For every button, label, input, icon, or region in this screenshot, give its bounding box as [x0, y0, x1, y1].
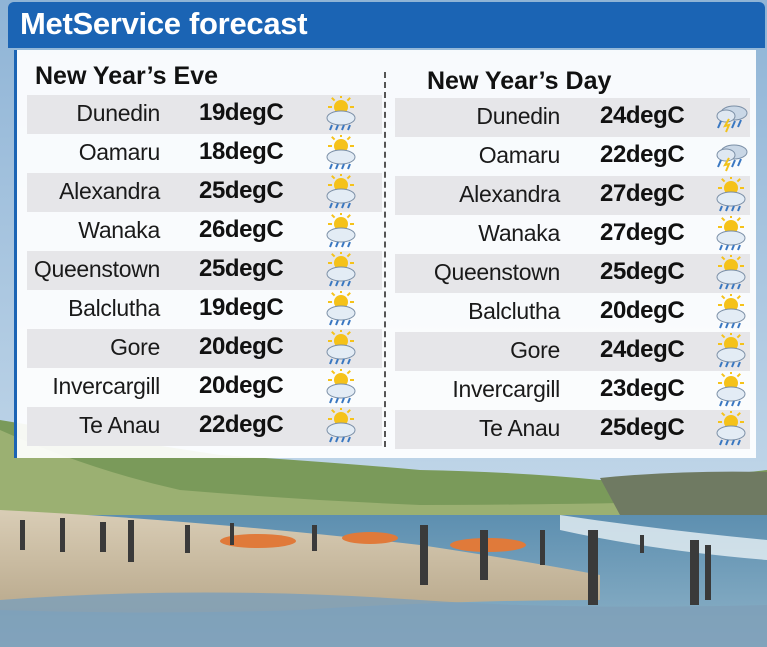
temperature: 19degC — [199, 99, 284, 126]
forecast-row: Alexandra 27degC — [395, 176, 750, 215]
forecast-row: Queenstown 25degC — [27, 251, 382, 290]
town-name: Gore — [510, 337, 560, 363]
forecast-row: Balclutha 20degC — [395, 293, 750, 332]
partly-cloudy-icon — [716, 216, 746, 251]
header-bar: MetService forecast — [8, 2, 765, 48]
partly-cloudy-icon — [326, 135, 356, 170]
temperature: 20degC — [199, 333, 284, 360]
forecast-row: Invercargill 23degC — [395, 371, 750, 410]
town-name: Wanaka — [78, 217, 160, 243]
forecast-list: Dunedin 19degC Oamaru 18degC Alexandra 25degC… — [27, 95, 382, 446]
forecast-row: Gore 20degC — [27, 329, 382, 368]
partly-cloudy-icon — [326, 408, 356, 443]
partly-cloudy-icon — [326, 369, 356, 404]
town-name: Dunedin — [476, 103, 560, 129]
town-name: Dunedin — [76, 100, 160, 126]
forecast-row: Te Anau 25degC — [395, 410, 750, 449]
column-divider — [384, 72, 386, 447]
partly-cloudy-icon — [716, 411, 746, 446]
town-name: Queenstown — [33, 256, 160, 282]
forecast-panel: New Year’s Eve Dunedin 19degC Oamaru 18degC… — [14, 50, 756, 458]
forecast-row: Te Anau 22degC — [27, 407, 382, 446]
town-name: Alexandra — [59, 178, 160, 204]
partly-cloudy-icon — [326, 213, 356, 248]
temperature: 25degC — [199, 255, 284, 282]
partly-cloudy-icon — [326, 174, 356, 209]
temperature: 24degC — [600, 336, 685, 363]
temperature: 20degC — [199, 372, 284, 399]
town-name: Wanaka — [478, 220, 560, 246]
partly-cloudy-icon — [716, 294, 746, 329]
temperature: 22degC — [199, 411, 284, 438]
column-title: New Year’s Day — [427, 67, 612, 95]
thunderstorm-icon — [716, 144, 748, 172]
town-name: Invercargill — [452, 376, 560, 402]
forecast-row: Dunedin 24degC — [395, 98, 750, 137]
town-name: Oamaru — [78, 139, 161, 165]
temperature: 25degC — [600, 414, 685, 441]
temperature: 26degC — [199, 216, 284, 243]
partly-cloudy-icon — [716, 177, 746, 212]
partly-cloudy-icon — [326, 96, 356, 131]
temperature: 19degC — [199, 294, 284, 321]
forecast-row: Wanaka 26degC — [27, 212, 382, 251]
forecast-row: Queenstown 25degC — [395, 254, 750, 293]
forecast-row: Wanaka 27degC — [395, 215, 750, 254]
town-name: Alexandra — [459, 181, 560, 207]
forecast-row: Invercargill 20degC — [27, 368, 382, 407]
temperature: 27degC — [600, 180, 685, 207]
town-name: Gore — [110, 334, 160, 360]
forecast-row: Oamaru 22degC — [395, 137, 750, 176]
partly-cloudy-icon — [326, 252, 356, 287]
town-name: Oamaru — [478, 142, 561, 168]
town-name: Te Anau — [78, 412, 160, 438]
temperature: 25degC — [199, 177, 284, 204]
town-name: Invercargill — [52, 373, 160, 399]
forecast-row: Alexandra 25degC — [27, 173, 382, 212]
temperature: 27degC — [600, 219, 685, 246]
partly-cloudy-icon — [326, 330, 356, 365]
forecast-row: Balclutha 19degC — [27, 290, 382, 329]
forecast-row: Dunedin 19degC — [27, 95, 382, 134]
town-name: Balclutha — [68, 295, 160, 321]
partly-cloudy-icon — [716, 372, 746, 407]
forecast-list: Dunedin 24degC Oamaru 22degC Alexandra 27degC… — [395, 98, 750, 449]
temperature: 18degC — [199, 138, 284, 165]
thunderstorm-icon — [716, 105, 748, 133]
partly-cloudy-icon — [716, 255, 746, 290]
column-title: New Year’s Eve — [35, 62, 219, 90]
temperature: 22degC — [600, 141, 685, 168]
partly-cloudy-icon — [326, 291, 356, 326]
partly-cloudy-icon — [716, 333, 746, 368]
temperature: 20degC — [600, 297, 685, 324]
temperature: 24degC — [600, 102, 685, 129]
town-name: Te Anau — [478, 415, 560, 441]
forecast-row: Oamaru 18degC — [27, 134, 382, 173]
town-name: Queenstown — [433, 259, 560, 285]
page-title: MetService forecast — [20, 6, 308, 41]
temperature: 23degC — [600, 375, 685, 402]
town-name: Balclutha — [468, 298, 560, 324]
temperature: 25degC — [600, 258, 685, 285]
forecast-row: Gore 24degC — [395, 332, 750, 371]
